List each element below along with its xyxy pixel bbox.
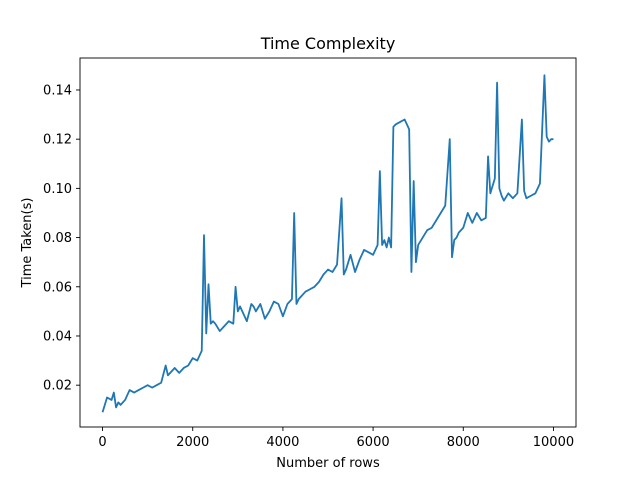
y-tick-label: 0.12 [43,133,72,148]
y-axis-label: Time Taken(s) [20,198,35,289]
x-tick-label: 8000 [447,435,480,450]
y-tick-label: 0.08 [43,231,72,246]
y-tick-label: 0.02 [43,379,72,394]
x-axis-label: Number of rows [276,456,380,471]
chart-title: Time Complexity [260,34,396,53]
x-tick-label: 0 [98,435,106,450]
x-tick-label: 4000 [266,435,299,450]
y-tick-label: 0.14 [43,83,72,98]
y-tick-label: 0.10 [43,182,72,197]
y-tick-label: 0.06 [43,280,72,295]
x-tick-label: 6000 [357,435,390,450]
x-tick-label: 2000 [176,435,209,450]
y-tick-label: 0.04 [43,329,72,344]
x-tick-label: 10000 [533,435,574,450]
